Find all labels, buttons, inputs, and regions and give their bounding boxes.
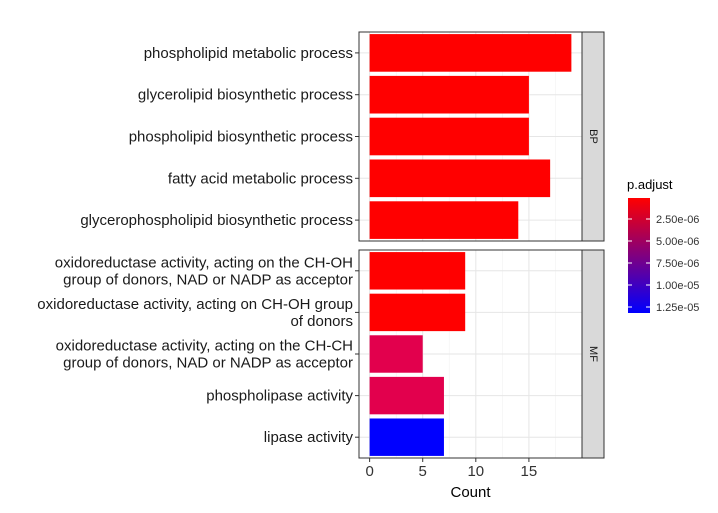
bar-mf-4: [369, 418, 444, 456]
facet-strip: [581, 31, 605, 242]
facet-strip-label: BP: [587, 129, 599, 144]
x-tick-label: 0: [365, 463, 373, 480]
color-legend: p.adjust 2.50e-06 5.00e-06 7.50e-06 1.00e-05…: [627, 177, 699, 314]
bar-bp-2: [369, 117, 529, 156]
bar-mf-1: [369, 293, 466, 332]
legend-tick-label: 7.50e-06: [656, 258, 699, 270]
facet-panel-bp: phospholipid metabolic process glycerolip…: [80, 31, 605, 242]
category-label: phospholipid metabolic process: [144, 45, 353, 62]
legend-tick-label: 1.25e-05: [656, 302, 699, 314]
legend-title: p.adjust: [627, 177, 673, 192]
facet-strip-label: MF: [587, 346, 599, 362]
x-tick-label: 15: [521, 463, 538, 480]
category-label: phospholipase activity: [206, 388, 353, 405]
x-axis-title: Count: [450, 484, 491, 501]
category-label: glycerolipid biosynthetic process: [138, 87, 353, 104]
legend-tick-label: 1.00e-05: [656, 280, 699, 292]
category-label: fatty acid metabolic process: [168, 170, 353, 187]
bar-mf-2: [369, 335, 423, 373]
category-label: oxidoreductase activity, acting on the C…: [56, 338, 353, 372]
facet-panel-mf: oxidoreductase activity, acting on the C…: [37, 249, 605, 459]
bar-bp-4: [369, 201, 519, 239]
legend-colorbar: [628, 198, 650, 313]
bar-bp-3: [369, 159, 551, 198]
legend-tick-label: 5.00e-06: [656, 236, 699, 248]
bar-bp-1: [369, 75, 529, 114]
facet-strip: [581, 249, 605, 459]
bar-bp-0: [369, 34, 572, 72]
category-label: oxidoreductase activity, acting on CH-OH…: [37, 296, 353, 330]
x-tick-label: 10: [467, 463, 484, 480]
category-label: lipase activity: [264, 429, 354, 446]
legend-tick-label: 2.50e-06: [656, 214, 699, 226]
category-label: glycerophospholipid biosynthetic process: [80, 212, 353, 229]
bar-mf-3: [369, 376, 444, 415]
category-label: oxidoreductase activity, acting on the C…: [55, 254, 353, 288]
x-tick-label: 5: [419, 463, 427, 480]
bar-mf-0: [369, 252, 466, 290]
category-label: phospholipid biosynthetic process: [129, 129, 353, 146]
